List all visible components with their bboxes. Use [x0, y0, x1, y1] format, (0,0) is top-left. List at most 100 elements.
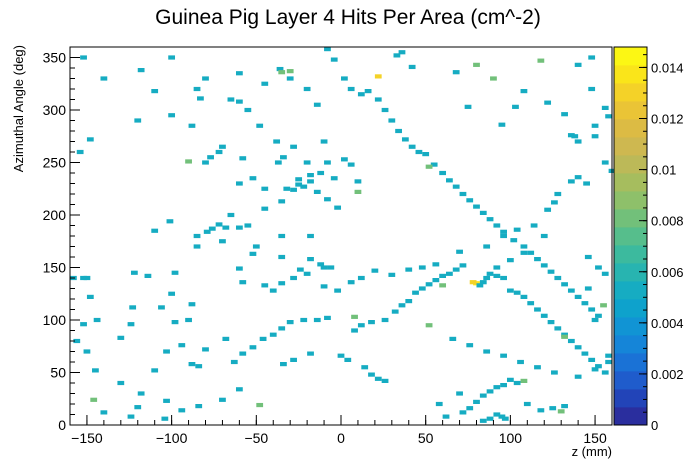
heatmap-bin: [303, 271, 311, 276]
heatmap-bin: [483, 349, 491, 354]
heatmap-bin: [161, 416, 169, 421]
heatmap-bin: [554, 191, 562, 197]
heatmap-bin: [73, 338, 81, 344]
heatmap-bin: [178, 408, 186, 413]
color-scale-step: [614, 173, 647, 192]
z-tick-label: 0.01: [651, 163, 676, 178]
heatmap-bin: [374, 376, 382, 381]
heatmap-bin: [513, 380, 521, 386]
heatmap-bin: [235, 225, 243, 230]
heatmap-bin: [320, 265, 328, 270]
heatmap-bin: [215, 149, 223, 155]
heatmap-bin: [235, 99, 243, 104]
heatmap-bin: [286, 76, 294, 81]
heatmap-bin: [425, 282, 433, 287]
heatmap-bin: [280, 155, 287, 160]
heatmap-bin: [290, 187, 297, 192]
z-tick-label: 0.002: [651, 367, 684, 382]
heatmap-bin: [523, 401, 531, 407]
heatmap-bin: [595, 364, 602, 369]
heatmap-bin: [561, 282, 568, 287]
heatmap-bin: [605, 114, 613, 119]
heatmap-bin: [479, 393, 487, 398]
heatmap-bin: [235, 71, 243, 76]
heatmap-bin: [498, 414, 506, 419]
y-tick-label: 100: [43, 312, 67, 328]
heatmap-bin: [398, 303, 406, 308]
y-axis: 0 50 100 150 200 250 300 350: [43, 46, 80, 433]
heatmap-bin: [278, 233, 286, 239]
heatmap-bin: [588, 357, 596, 362]
heatmap-bin: [286, 69, 294, 74]
color-scale-step: [614, 119, 647, 138]
heatmap-bin: [422, 152, 430, 157]
heatmap-bin: [567, 179, 575, 184]
heatmap-bin: [432, 278, 440, 283]
heatmap-bin: [178, 343, 186, 348]
heatmap-bin: [347, 86, 355, 92]
heatmap-bin: [408, 144, 416, 149]
z-tick-label: 0.012: [651, 112, 684, 127]
heatmap-bin: [144, 273, 152, 278]
x-tick-label: −100: [156, 430, 188, 446]
heatmap-bin: [600, 303, 607, 308]
heatmap-bin: [357, 92, 365, 97]
heatmap-bin: [418, 286, 426, 291]
heatmap-bin: [381, 378, 389, 383]
color-scale-step: [614, 281, 647, 300]
color-scale-step: [614, 83, 647, 102]
heatmap-bin: [227, 212, 235, 218]
heatmap-bin: [235, 181, 243, 186]
heatmap-bin: [584, 286, 592, 291]
heatmap-bin: [574, 345, 582, 350]
heatmap-bin: [512, 104, 519, 109]
heatmap-bin: [129, 305, 137, 310]
heatmap-bin: [493, 273, 501, 278]
heatmap-bin: [459, 263, 467, 268]
heatmap-bin: [486, 416, 494, 421]
heatmap-bin: [364, 89, 372, 94]
heatmap-bin: [278, 70, 286, 75]
heatmap-bin: [547, 320, 555, 325]
heatmap-bin: [393, 53, 401, 58]
heatmap-bin: [337, 353, 345, 358]
heatmap-bin: [295, 177, 303, 182]
heatmap-bin: [278, 281, 286, 286]
x-axis: −150 −100 −50 0 50 100 150: [69, 415, 613, 446]
heatmap-bin: [344, 357, 352, 362]
heatmap-bin: [100, 410, 108, 415]
color-scale-step: [614, 209, 647, 228]
heatmap-bin: [517, 359, 524, 365]
heatmap-bin: [591, 367, 599, 372]
color-scale-step: [614, 245, 647, 264]
heatmap-bin: [561, 112, 568, 117]
heatmap-bin: [534, 365, 541, 370]
heatmap-bin: [381, 317, 389, 323]
y-tick-label: 50: [50, 365, 66, 381]
heatmap-bin: [374, 74, 382, 79]
heatmap-bin: [574, 294, 582, 299]
heatmap-bin: [137, 68, 145, 73]
heatmap-bin: [469, 280, 477, 285]
heatmap-bin: [327, 265, 335, 270]
heatmap-bin: [278, 254, 286, 260]
heatmap-bin: [195, 364, 203, 369]
heatmap-bin: [188, 302, 196, 307]
heatmap-bin: [371, 268, 379, 273]
heatmap-bin: [80, 322, 87, 327]
heatmap-bin: [193, 233, 201, 239]
heatmap-bin: [320, 284, 328, 289]
heatmap-bin: [595, 313, 602, 318]
heatmap-bin: [202, 76, 209, 81]
x-tick-label: 50: [418, 430, 434, 446]
heatmap-bin: [408, 64, 416, 70]
heatmap-bin: [215, 222, 223, 227]
heatmap-bins: [70, 47, 616, 423]
heatmap-bin: [244, 223, 252, 228]
heatmap-bin: [249, 251, 257, 256]
heatmap-bin: [571, 134, 579, 139]
heatmap-bin: [235, 387, 243, 392]
heatmap-bin: [86, 137, 94, 142]
heatmap-bin: [479, 210, 487, 215]
color-scale-step: [614, 299, 647, 318]
